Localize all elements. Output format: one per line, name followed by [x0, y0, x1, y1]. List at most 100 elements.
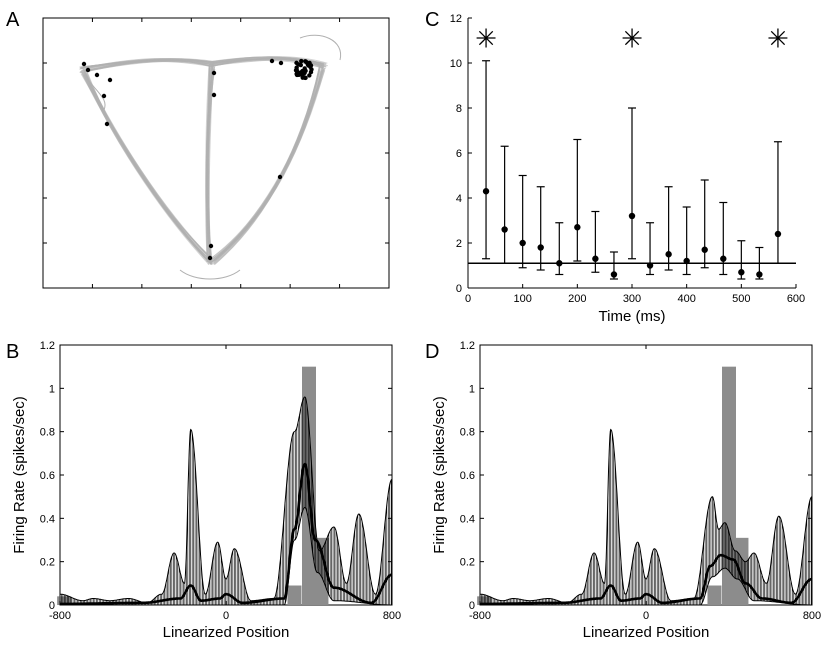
- data-point: [665, 251, 672, 258]
- panel-a-track-left: [82, 71, 209, 263]
- panel-a-track-right: [211, 68, 325, 263]
- x-tick-label: 0: [643, 610, 649, 622]
- y-tick-label: 12: [450, 13, 462, 25]
- x-tick-label: 500: [732, 293, 750, 305]
- panel-a-track-left: [80, 70, 209, 261]
- data-point: [556, 260, 563, 267]
- x-tick-label: 100: [513, 293, 531, 305]
- panel-a-ticks: [43, 18, 389, 288]
- data-point: [519, 239, 526, 247]
- panel-a-track-top: [84, 56, 324, 73]
- x-tick-label: -800: [469, 610, 491, 622]
- x-tick-label: -800: [49, 610, 71, 622]
- panel-a-track-right: [213, 66, 322, 266]
- data-point: [537, 244, 544, 251]
- mean-rate-line: [60, 462, 392, 606]
- panel-a-track-right: [211, 67, 320, 264]
- panel-a-track-right: [211, 66, 321, 263]
- panel-a-track-top: [80, 58, 328, 69]
- data-point: [646, 262, 654, 269]
- y-tick-label: 6: [456, 148, 462, 160]
- y-axis-title: Firing Rate (spikes/sec): [11, 396, 28, 554]
- panel-a-track-right: [210, 66, 321, 262]
- panel-c-chart: ✳ ✳ ✳ 0 2 4 6 8 10 12 0 100 200 300 400 500 600 Time (ms): [450, 13, 805, 325]
- x-tick-label: 800: [383, 610, 401, 622]
- panel-a-track-right: [211, 65, 325, 265]
- y-tick-label: 0.2: [460, 557, 475, 569]
- panel-a-track-right: [214, 68, 324, 262]
- data-point: [701, 246, 708, 253]
- y-tick-label: 0.4: [40, 513, 55, 525]
- y-tick-label: 4: [456, 193, 462, 205]
- panel-a-track-left: [84, 71, 208, 261]
- upper-envelope-line: [480, 428, 813, 604]
- panel-a-track-right: [214, 66, 321, 265]
- panel-a-spike-dot: [208, 243, 214, 249]
- panel-a-spike-dot: [207, 255, 213, 261]
- significance-star: ✳: [475, 24, 497, 54]
- panel-a-track-left: [82, 71, 214, 260]
- panel-a-track-right: [211, 66, 321, 263]
- data-point: [774, 230, 782, 238]
- data-point: [592, 255, 599, 262]
- panel-a-track-left: [83, 74, 209, 262]
- panel-a-track-right: [213, 70, 326, 264]
- data-point: [628, 212, 636, 220]
- panel-a-track-left: [83, 68, 208, 263]
- panel-a-track-right: [212, 65, 320, 265]
- panel-a-track-right: [209, 70, 320, 264]
- panel-a-track-left: [81, 72, 209, 261]
- panel-a-spike-dot: [107, 77, 113, 83]
- panel-a-track-right: [213, 70, 323, 264]
- x-tick-label: 0: [223, 610, 229, 622]
- y-tick-label: 0.6: [40, 470, 55, 482]
- panel-a-track-right: [213, 69, 325, 262]
- panel-a-track-left: [83, 73, 213, 261]
- x-tick-label: 300: [623, 293, 641, 305]
- data-point: [720, 255, 727, 262]
- histogram-bar: [707, 585, 722, 605]
- x-tick-label: 400: [677, 293, 695, 305]
- panel-a-spike-dot: [294, 65, 299, 70]
- panel-a-track-right: [210, 70, 323, 261]
- panel-a-spike-dot: [303, 59, 308, 64]
- x-axis-title: Linearized Position: [583, 624, 710, 641]
- histogram-bar: [287, 585, 302, 605]
- panel-a-spike-dot: [298, 70, 303, 75]
- panel-a-tracks: [79, 34, 342, 280]
- y-tick-label: 1: [49, 383, 55, 395]
- panel-a-spike-dot: [277, 174, 283, 180]
- y-tick-label: 1.2: [40, 340, 55, 352]
- panel-a-trajectory: [42, 17, 390, 289]
- panel-a-track-right: [214, 68, 321, 261]
- panel-a-track-right: [210, 66, 323, 264]
- panel-a-track-left: [81, 70, 213, 265]
- panel-a-track-right: [209, 68, 324, 260]
- panel-a-track-right: [211, 68, 326, 263]
- data-point: [610, 271, 618, 278]
- data-point: [738, 269, 745, 276]
- y-tick-label: 0.4: [460, 513, 475, 525]
- panel-letter-a: A: [6, 9, 20, 31]
- panel-a-spike-dot: [101, 93, 107, 99]
- panel-a-spike-dot: [294, 60, 299, 66]
- panel-a-spike-dot: [278, 60, 284, 66]
- panel-a-spike-dot: [211, 92, 217, 98]
- panel-a-track-right: [209, 69, 324, 260]
- mean-rate-line: [480, 553, 812, 606]
- significance-star: ✳: [767, 24, 789, 54]
- data-point: [683, 257, 690, 265]
- y-tick-label: 10: [450, 58, 462, 70]
- panel-a-track-left: [86, 70, 211, 262]
- panel-a-track-right: [214, 69, 325, 261]
- panel-a-track-stray: [179, 269, 241, 280]
- data-point: [501, 226, 508, 233]
- significance-star: ✳: [621, 24, 643, 54]
- panel-a-spike-dot: [94, 72, 100, 78]
- panel-a-spike-dot: [211, 70, 217, 76]
- panel-a-spike-dot: [81, 61, 87, 67]
- upper-envelope-line: [60, 396, 393, 604]
